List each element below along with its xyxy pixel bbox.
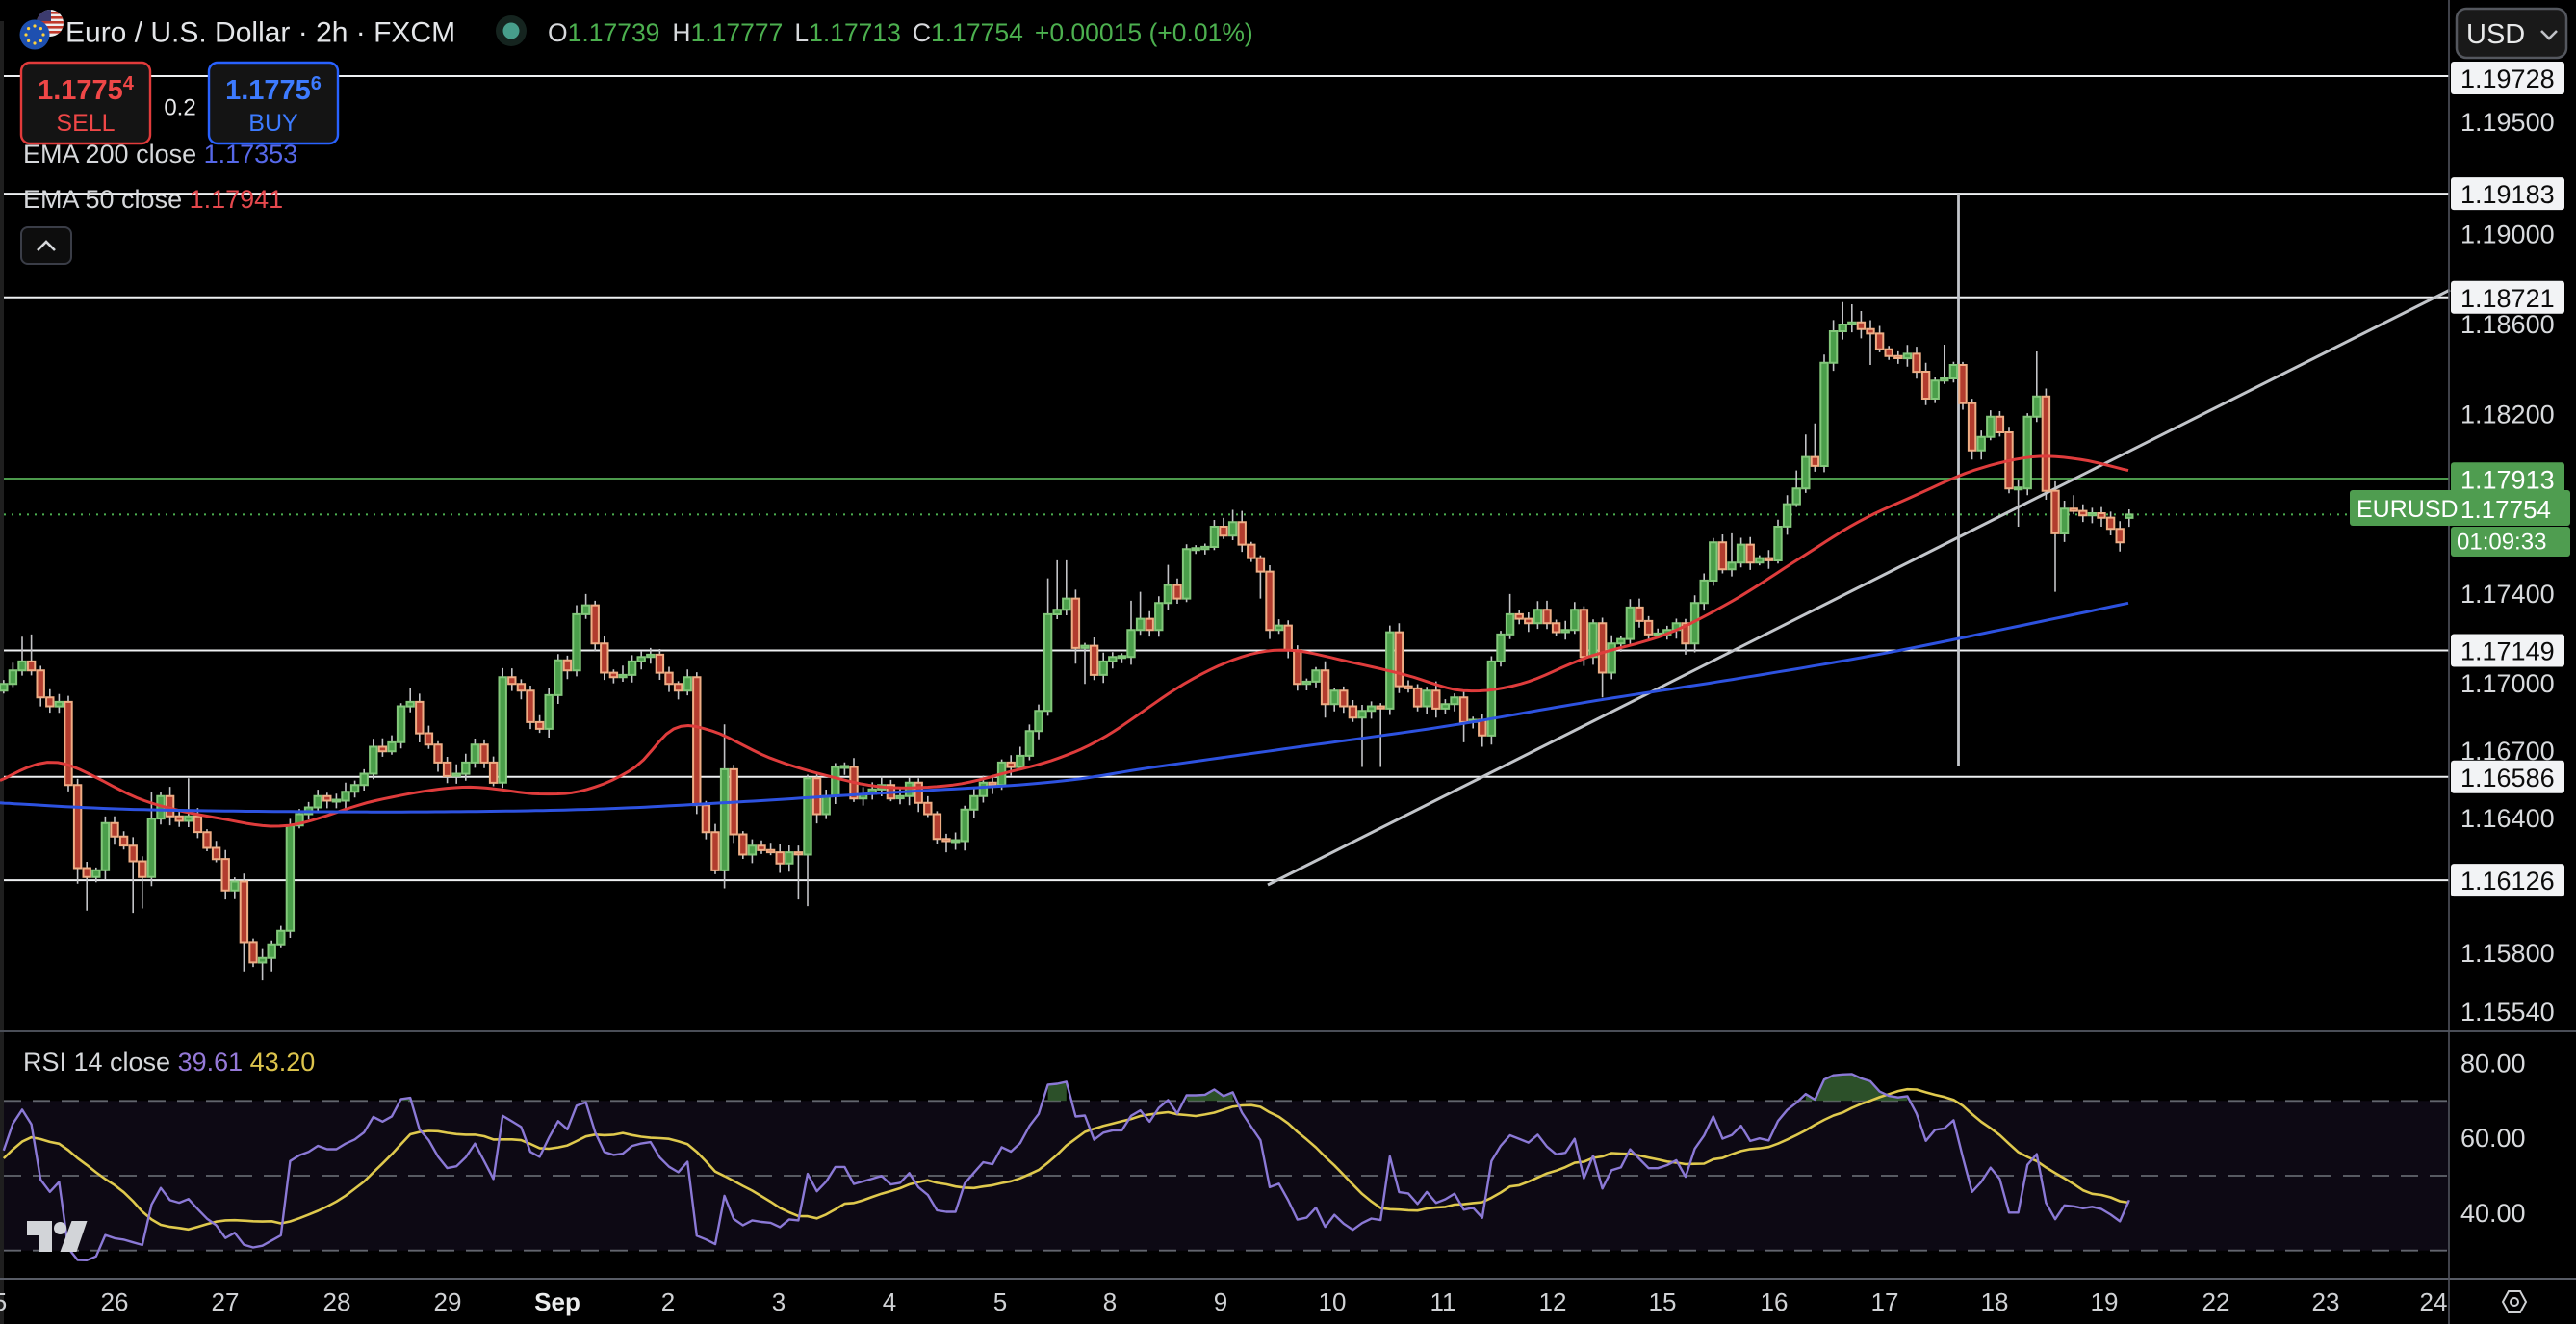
svg-text:80.00: 80.00 bbox=[2460, 1050, 2526, 1078]
svg-text:BUY: BUY bbox=[248, 110, 298, 137]
svg-text:1.17913: 1.17913 bbox=[2460, 465, 2555, 494]
svg-text:1.18721: 1.18721 bbox=[2460, 284, 2555, 313]
svg-text:40.00: 40.00 bbox=[2460, 1199, 2526, 1228]
svg-text:29: 29 bbox=[434, 1287, 462, 1316]
svg-text:1.17400: 1.17400 bbox=[2460, 580, 2555, 609]
svg-text:USD: USD bbox=[2466, 19, 2525, 50]
svg-text:17: 17 bbox=[1871, 1287, 1899, 1316]
svg-text:1.16586: 1.16586 bbox=[2460, 764, 2555, 792]
svg-text:RSI 14 close 39.61 43.20: RSI 14 close 39.61 43.20 bbox=[23, 1048, 315, 1077]
svg-text:01:09:33: 01:09:33 bbox=[2457, 530, 2546, 556]
svg-text:2: 2 bbox=[661, 1287, 675, 1316]
svg-text:1.17754: 1.17754 bbox=[2460, 495, 2551, 524]
svg-text:12: 12 bbox=[1539, 1287, 1567, 1316]
svg-text:1.17756: 1.17756 bbox=[225, 73, 322, 106]
svg-text:1.19183: 1.19183 bbox=[2460, 180, 2555, 209]
svg-text:1.19000: 1.19000 bbox=[2460, 221, 2555, 249]
svg-text:24: 24 bbox=[2420, 1287, 2448, 1316]
svg-text:3: 3 bbox=[772, 1287, 786, 1316]
svg-text:1.15800: 1.15800 bbox=[2460, 939, 2555, 968]
svg-text:1.16126: 1.16126 bbox=[2460, 867, 2555, 896]
svg-text:EMA 200 close 1.17353: EMA 200 close 1.17353 bbox=[23, 140, 297, 169]
svg-text:1.15540: 1.15540 bbox=[2460, 998, 2555, 1026]
svg-text:1.17000: 1.17000 bbox=[2460, 669, 2555, 698]
svg-text:60.00: 60.00 bbox=[2460, 1124, 2526, 1153]
svg-text:22: 22 bbox=[2202, 1287, 2230, 1316]
svg-text:1.17754: 1.17754 bbox=[38, 73, 135, 106]
svg-text:8: 8 bbox=[1103, 1287, 1117, 1316]
svg-text:11: 11 bbox=[1430, 1287, 1456, 1316]
svg-text:19: 19 bbox=[2091, 1287, 2119, 1316]
svg-text:1.18600: 1.18600 bbox=[2460, 310, 2555, 339]
svg-text:4: 4 bbox=[883, 1287, 896, 1316]
svg-text:1.17149: 1.17149 bbox=[2460, 637, 2555, 666]
svg-text:1.16400: 1.16400 bbox=[2460, 804, 2555, 833]
svg-text:Euro / U.S. Dollar · 2h · FXCM: Euro / U.S. Dollar · 2h · FXCM bbox=[65, 17, 455, 49]
svg-text:18: 18 bbox=[1981, 1287, 2009, 1316]
svg-text:9: 9 bbox=[1214, 1287, 1227, 1316]
svg-text:27: 27 bbox=[212, 1287, 240, 1316]
svg-text:23: 23 bbox=[2312, 1287, 2340, 1316]
svg-text:Sep: Sep bbox=[534, 1287, 580, 1316]
svg-text:5: 5 bbox=[0, 1287, 7, 1316]
svg-text:EMA 50 close 1.17941: EMA 50 close 1.17941 bbox=[23, 185, 283, 214]
svg-text:SELL: SELL bbox=[56, 110, 115, 137]
svg-text:1.18200: 1.18200 bbox=[2460, 400, 2555, 428]
svg-text:1.19728: 1.19728 bbox=[2460, 65, 2555, 93]
svg-text:1.19500: 1.19500 bbox=[2460, 108, 2555, 137]
svg-text:28: 28 bbox=[323, 1287, 351, 1316]
svg-text:10: 10 bbox=[1319, 1287, 1347, 1316]
svg-text:0.2: 0.2 bbox=[164, 95, 195, 121]
svg-text:26: 26 bbox=[101, 1287, 129, 1316]
svg-text:16: 16 bbox=[1761, 1287, 1789, 1316]
svg-text:15: 15 bbox=[1649, 1287, 1677, 1316]
svg-text:5: 5 bbox=[993, 1287, 1007, 1316]
svg-text:EURUSD: EURUSD bbox=[2357, 496, 2459, 523]
